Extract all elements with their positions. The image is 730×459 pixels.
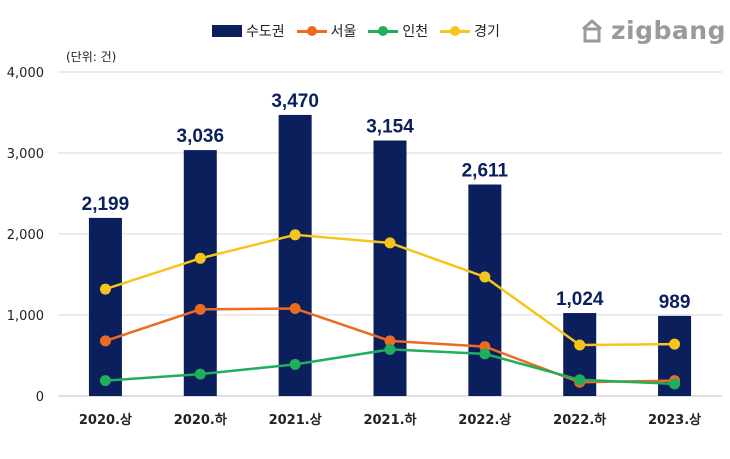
y-tick-label: 2,000 [7, 228, 44, 243]
bar-data-label: 3,470 [271, 91, 319, 112]
unit-label: (단위: 건) [66, 50, 117, 64]
zigbang-house-logo-icon [582, 19, 602, 42]
y-tick-label: 0 [36, 390, 44, 405]
legend-swatch-gyeonggi [440, 25, 471, 37]
x-tick-label: 2022.상 [458, 413, 511, 428]
bar-2020.하 [183, 150, 217, 396]
point-서울-2020.하 [194, 303, 206, 315]
bar-data-label: 3,154 [366, 117, 414, 138]
legend-label-incheon: 인천 [402, 24, 429, 40]
point-서울-2020.상 [99, 335, 111, 347]
bar-data-label: 1,024 [556, 289, 604, 310]
x-tick-label: 2021.상 [269, 413, 322, 428]
x-tick-label: 2021.하 [363, 412, 416, 428]
brand-logo: zigbang [580, 16, 726, 45]
point-인천-2021.상 [289, 358, 301, 370]
legend-label-capital-area: 수도권 [246, 24, 285, 40]
point-경기-2022.상 [479, 271, 491, 283]
point-서울-2021.하 [384, 335, 396, 347]
point-경기-2021.상 [289, 229, 301, 241]
bar-2021.상 [278, 114, 312, 397]
point-경기-2020.하 [194, 252, 206, 264]
bar-data-label: 989 [659, 292, 691, 313]
point-인천-2022.하 [574, 374, 586, 386]
bar-data-label: 3,036 [177, 126, 225, 147]
point-인천-2022.상 [479, 348, 491, 360]
point-인천-2020.상 [99, 375, 111, 387]
x-tick-label: 2020.하 [174, 412, 227, 428]
bar-2022.상 [468, 184, 502, 396]
x-tick-label: 2023.상 [648, 413, 701, 428]
legend-label-seoul: 서울 [330, 24, 357, 40]
legend-item-incheon: 인천 [368, 21, 428, 41]
point-인천-2023.상 [669, 378, 681, 390]
point-경기-2020.상 [99, 283, 111, 295]
legend-swatch-incheon [368, 25, 399, 37]
point-인천-2020.하 [194, 368, 206, 380]
y-tick-label: 1,000 [7, 309, 44, 324]
point-경기-2022.하 [574, 339, 586, 351]
legend-item-gyeonggi: 경기 [440, 21, 500, 41]
legend-label-gyeonggi: 경기 [474, 24, 500, 40]
legend-swatch-capital-area [212, 25, 242, 37]
point-인천-2021.하 [384, 343, 396, 355]
point-경기-2023.상 [669, 338, 681, 350]
y-tick-label: 4,000 [7, 66, 44, 81]
legend-item-capital-area: 수도권 [212, 21, 285, 41]
point-서울-2021.상 [289, 303, 301, 315]
point-경기-2021.하 [384, 237, 396, 249]
chart-legend: 수도권 서울 인천 경기 [212, 20, 512, 42]
bar-data-label: 2,611 [462, 161, 509, 182]
legend-swatch-seoul [296, 25, 327, 37]
y-tick-label: 3,000 [7, 147, 44, 162]
brand-text: zigbang [611, 16, 726, 45]
bar-data-label: 2,199 [82, 194, 130, 215]
bar-2021.하 [373, 140, 407, 396]
x-tick-label: 2022.하 [553, 412, 606, 428]
x-tick-label: 2020.상 [79, 413, 132, 428]
bar-2020.상 [88, 217, 122, 396]
legend-item-seoul: 서울 [296, 21, 357, 41]
